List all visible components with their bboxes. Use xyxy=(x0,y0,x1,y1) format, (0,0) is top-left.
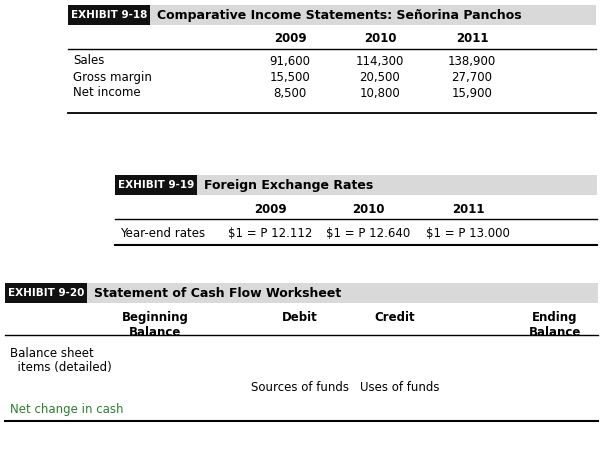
Text: Ending
Balance: Ending Balance xyxy=(529,311,581,339)
Text: $1 = P 12.640: $1 = P 12.640 xyxy=(326,227,410,239)
Text: EXHIBIT 9-19: EXHIBIT 9-19 xyxy=(118,180,194,190)
Text: 114,300: 114,300 xyxy=(356,54,404,68)
Text: 10,800: 10,800 xyxy=(359,87,400,99)
Text: Net change in cash: Net change in cash xyxy=(10,403,124,416)
Text: EXHIBIT 9-18: EXHIBIT 9-18 xyxy=(71,10,147,20)
FancyBboxPatch shape xyxy=(68,5,150,25)
Text: Net income: Net income xyxy=(73,87,140,99)
Text: 8,500: 8,500 xyxy=(273,87,306,99)
Text: $1 = P 12.112: $1 = P 12.112 xyxy=(228,227,312,239)
Text: items (detailed): items (detailed) xyxy=(10,361,112,374)
Text: Sales: Sales xyxy=(73,54,104,68)
Text: Gross margin: Gross margin xyxy=(73,70,152,84)
FancyBboxPatch shape xyxy=(68,5,596,25)
Text: Statement of Cash Flow Worksheet: Statement of Cash Flow Worksheet xyxy=(94,287,341,299)
Text: Foreign Exchange Rates: Foreign Exchange Rates xyxy=(204,178,373,192)
Text: 15,500: 15,500 xyxy=(270,70,311,84)
FancyBboxPatch shape xyxy=(5,283,598,303)
Text: $1 = P 13.000: $1 = P 13.000 xyxy=(426,227,510,239)
Text: Year-end rates: Year-end rates xyxy=(120,227,205,239)
Text: Sources of funds: Sources of funds xyxy=(251,381,349,394)
Text: 2010: 2010 xyxy=(352,202,384,216)
Text: Credit: Credit xyxy=(374,311,415,324)
Text: Debit: Debit xyxy=(282,311,318,324)
Text: 138,900: 138,900 xyxy=(448,54,496,68)
Text: EXHIBIT 9-20: EXHIBIT 9-20 xyxy=(8,288,84,298)
Text: 20,500: 20,500 xyxy=(359,70,400,84)
Text: Comparative Income Statements: Señorina Panchos: Comparative Income Statements: Señorina … xyxy=(157,9,522,21)
Text: Balance sheet: Balance sheet xyxy=(10,347,93,360)
Text: 15,900: 15,900 xyxy=(452,87,493,99)
Text: 2011: 2011 xyxy=(456,33,488,45)
FancyBboxPatch shape xyxy=(115,175,597,195)
Text: 2009: 2009 xyxy=(274,33,306,45)
Text: 2011: 2011 xyxy=(452,202,484,216)
FancyBboxPatch shape xyxy=(5,283,87,303)
Text: Beginning
Balance: Beginning Balance xyxy=(122,311,188,339)
Text: 27,700: 27,700 xyxy=(452,70,493,84)
Text: Uses of funds: Uses of funds xyxy=(360,381,440,394)
FancyBboxPatch shape xyxy=(115,175,197,195)
Text: 2010: 2010 xyxy=(364,33,396,45)
Text: 91,600: 91,600 xyxy=(270,54,311,68)
Text: 2009: 2009 xyxy=(254,202,286,216)
